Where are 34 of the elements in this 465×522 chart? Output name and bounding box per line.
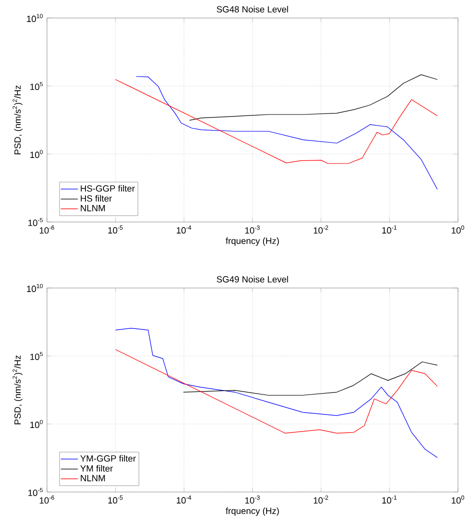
y-tick-label: 10$^{-5}$ xyxy=(28,488,43,496)
y-tick-label: 10$^{10}$ xyxy=(27,14,43,22)
x-axis-title: frquency (Hz) xyxy=(226,237,279,246)
y-tick-label: 10$^{-5}$ xyxy=(28,218,43,226)
y-tick-label: 10$^{0}$ xyxy=(30,150,43,158)
x-tick-label: 10$^{-5}$ xyxy=(108,496,123,504)
legend-label: HS filter xyxy=(80,195,112,202)
chart-title: SG48 Noise Level xyxy=(216,6,288,12)
legend-label: NLNM xyxy=(80,205,105,212)
x-tick-label: 10$^{-5}$ xyxy=(108,226,123,234)
y-tick-label: 10$^{5}$ xyxy=(30,352,43,360)
legend-label: YM filter xyxy=(80,465,113,472)
x-tick-label: 10$^{-1}$ xyxy=(382,496,397,504)
x-tick-label: 10$^{-1}$ xyxy=(382,226,397,234)
x-tick-label: 10$^{-2}$ xyxy=(314,496,328,504)
y-tick-label: 10$^{0}$ xyxy=(30,420,43,428)
y-axis-title: PSD, (nm/s$^{2}$)$^{2}$/Hz xyxy=(12,355,23,424)
x-tick-label: 10$^{-3}$ xyxy=(245,496,260,504)
x-tick-label: 10$^{-6}$ xyxy=(40,226,54,234)
y-axis-title: PSD, (nm/s$^{2}$)$^{2}$/Hz xyxy=(12,85,23,154)
x-tick-label: 10$^{-2}$ xyxy=(314,226,328,234)
legend-label: NLNM xyxy=(80,475,105,482)
x-tick-label: 10$^{0}$ xyxy=(452,226,464,234)
legend-label: HS-GGP filter xyxy=(80,185,135,192)
chart-title: SG49 Noise Level xyxy=(216,276,288,282)
x-axis-title: frquency (Hz) xyxy=(226,507,279,516)
x-tick-label: 10$^{-3}$ xyxy=(245,226,260,234)
legend-label: YM-GGP filter xyxy=(80,455,136,462)
x-tick-label: 10$^{0}$ xyxy=(452,496,464,504)
x-tick-label: 10$^{-4}$ xyxy=(176,496,192,504)
x-tick-label: 10$^{-4}$ xyxy=(176,226,192,234)
x-tick-label: 10$^{-6}$ xyxy=(40,496,54,504)
y-tick-label: 10$^{5}$ xyxy=(30,82,43,90)
y-tick-label: 10$^{10}$ xyxy=(27,284,43,292)
